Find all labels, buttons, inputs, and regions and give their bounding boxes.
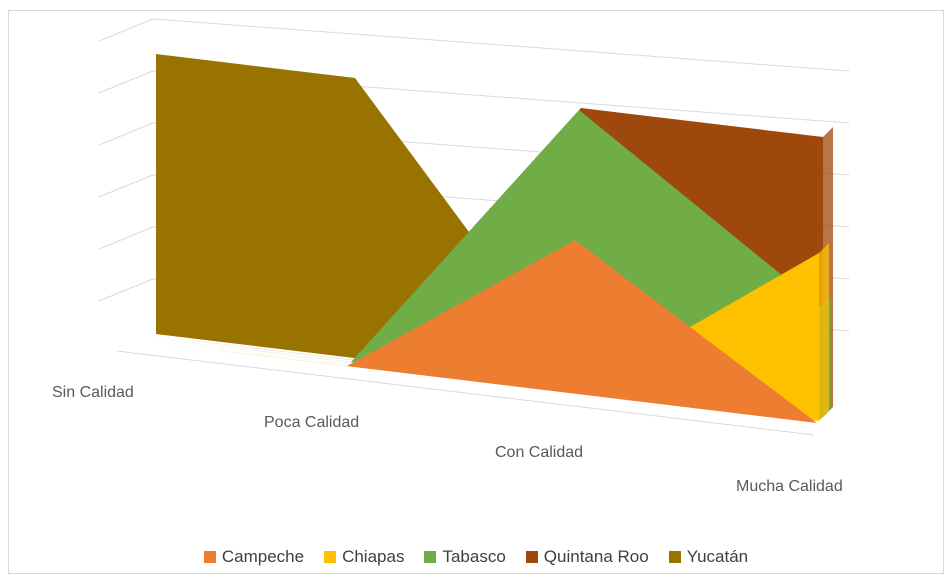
chart-plot bbox=[98, 18, 850, 436]
legend-item-tabasco: Tabasco bbox=[424, 547, 506, 567]
area-yucatan bbox=[156, 54, 825, 415]
chart-area: Sin Calidad Poca Calidad Con Calidad Muc… bbox=[8, 10, 944, 574]
legend-item-chiapas: Chiapas bbox=[324, 547, 404, 567]
legend-label-quintana-roo: Quintana Roo bbox=[543, 547, 649, 566]
category-label-sin-calidad: Sin Calidad bbox=[52, 384, 134, 401]
legend-swatch-chiapas bbox=[324, 551, 337, 563]
gridline-5 bbox=[98, 70, 850, 124]
area-campeche bbox=[148, 240, 817, 423]
category-label-mucha-calidad: Mucha Calidad bbox=[736, 478, 843, 495]
category-label-con-calidad: Con Calidad bbox=[495, 444, 584, 461]
legend-swatch-yucatan bbox=[668, 551, 681, 563]
legend-label-yucatan: Yucatán bbox=[686, 547, 749, 566]
legend-label-chiapas: Chiapas bbox=[342, 547, 405, 566]
chart-legend: Campeche Chiapas Tabasco Quintana Roo Yu… bbox=[9, 547, 943, 567]
area-side-chiapas bbox=[819, 243, 829, 421]
legend-item-quintana-roo: Quintana Roo bbox=[525, 547, 649, 567]
legend-label-campeche: Campeche bbox=[221, 547, 305, 566]
category-label-poca-calidad: Poca Calidad bbox=[264, 414, 360, 431]
floor-edge bbox=[116, 350, 815, 436]
legend-swatch-quintana-roo bbox=[525, 551, 538, 563]
legend-swatch-tabasco bbox=[424, 551, 437, 563]
legend-swatch-campeche bbox=[203, 551, 216, 563]
legend-label-tabasco: Tabasco bbox=[442, 547, 506, 566]
legend-item-yucatan: Yucatán bbox=[668, 547, 749, 567]
legend-item-campeche: Campeche bbox=[203, 547, 305, 567]
gridline-6 bbox=[98, 18, 850, 72]
